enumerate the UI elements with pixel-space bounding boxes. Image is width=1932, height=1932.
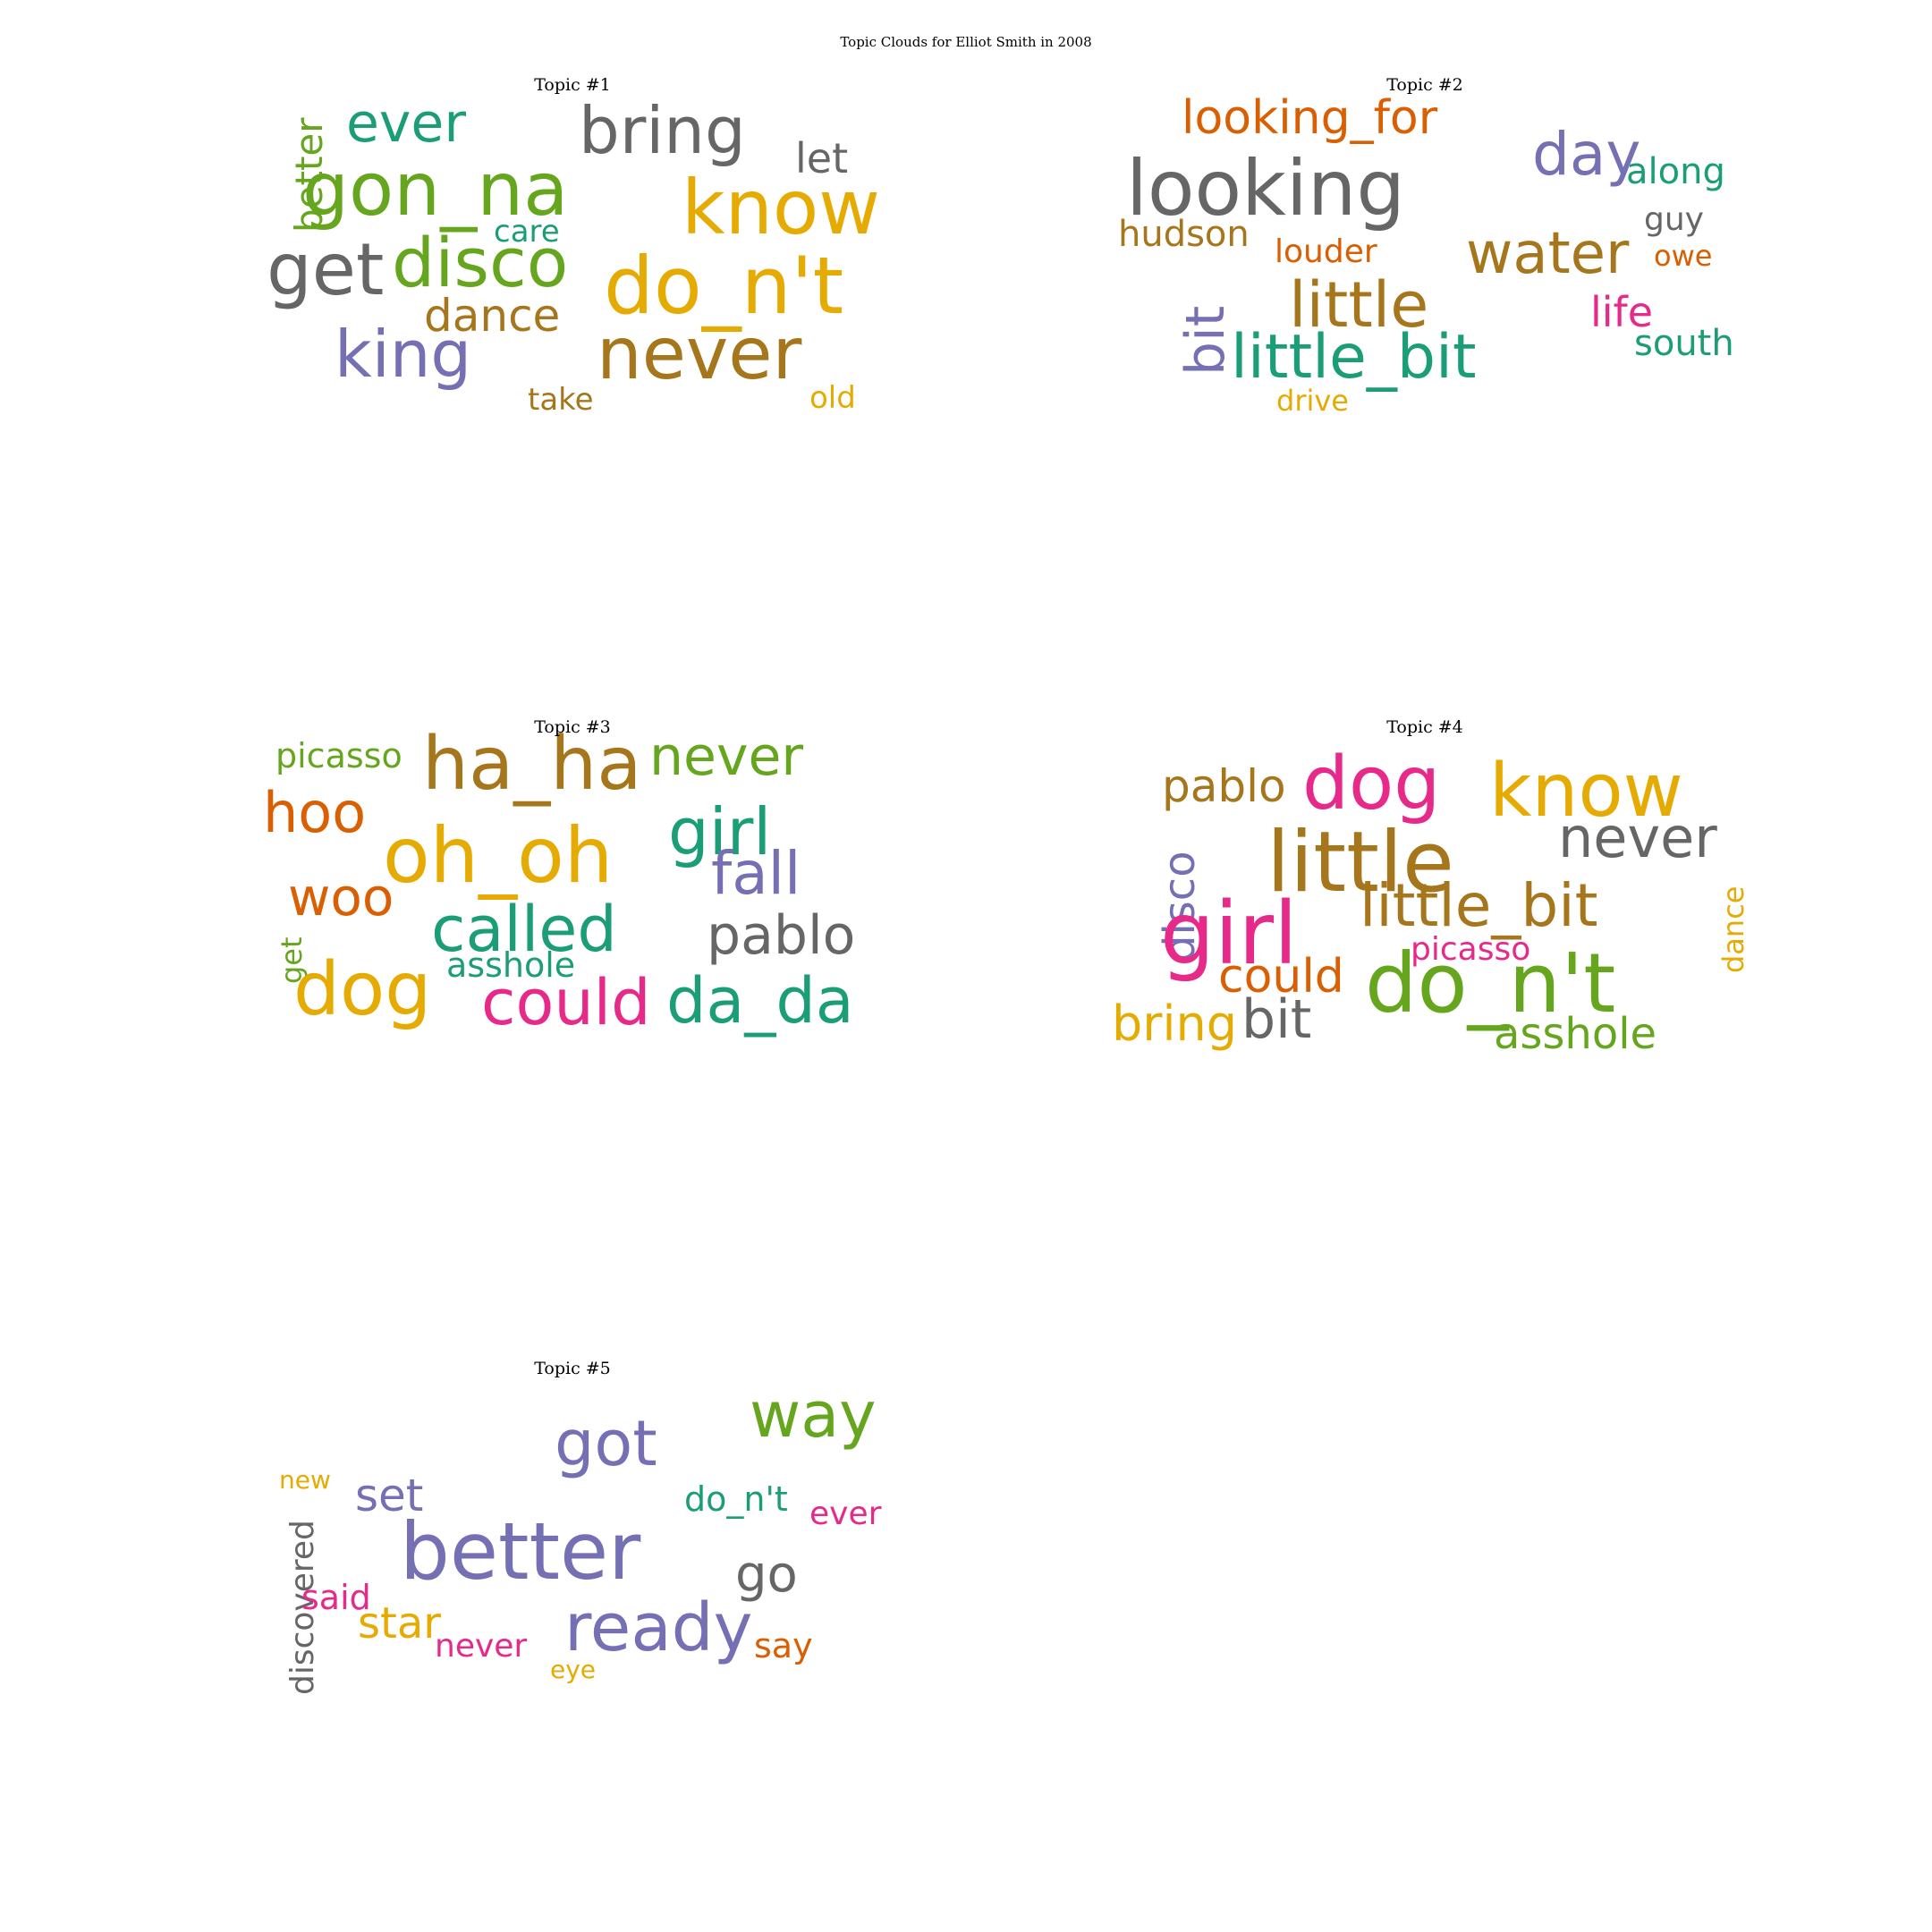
cloud-word: drive (1276, 384, 1349, 418)
cloud-word: little (1267, 814, 1454, 911)
cloud-word: water (1466, 221, 1630, 287)
word-cloud: way got new set do_n't ever discovered better go… (259, 1357, 886, 1715)
cloud-word: care (494, 214, 560, 250)
cloud-word: girl (668, 794, 772, 869)
cloud-word: set (355, 1470, 424, 1521)
cloud-word: let (795, 134, 849, 182)
cloud-word: dog (293, 947, 432, 1032)
cloud-word: hoo (263, 780, 367, 845)
cloud-word: little_bit (1231, 322, 1477, 393)
cloud-word: along (1626, 151, 1725, 192)
cloud-word: looking_for (1182, 91, 1438, 145)
cloud-word: dance (424, 290, 561, 342)
topic-title: Topic #4 (1386, 717, 1463, 737)
cloud-word: say (754, 1626, 813, 1665)
cloud-word: bring (1112, 996, 1237, 1052)
cloud-word: louder (1275, 233, 1377, 270)
cloud-word: woo (288, 867, 394, 928)
cloud-word: better (400, 1505, 641, 1597)
cloud-word: eye (550, 1655, 597, 1684)
cloud-word: bit (1174, 305, 1237, 376)
cloud-word: go (735, 1546, 798, 1604)
cloud-word: never (435, 1628, 528, 1665)
cloud-word: ready (564, 1589, 753, 1666)
cloud-word: day (1532, 120, 1641, 189)
cloud-word: asshole (446, 945, 576, 985)
word-cloud: ever bring better gon_na let know care get disco… (259, 73, 886, 431)
cloud-word: gon_na (302, 148, 569, 233)
cloud-word: know (1489, 749, 1683, 834)
topic-title: Topic #3 (534, 717, 611, 737)
cloud-word: little_bit (1360, 871, 1598, 940)
cloud-word: oh_oh (383, 811, 614, 901)
cloud-word: know (682, 164, 880, 251)
cloud-word: new (279, 1465, 331, 1495)
cloud-word: never (597, 312, 802, 395)
cloud-word: little (1289, 268, 1429, 342)
cloud-word: never (649, 725, 804, 788)
cloud-word: do_n't (604, 240, 844, 332)
cloud-word: fall (711, 839, 801, 908)
cloud-word: owe (1654, 239, 1713, 273)
cloud-word: bring (579, 93, 746, 168)
cloud-word: do_n't (1365, 936, 1616, 1031)
cloud-word: ever (346, 92, 467, 155)
word-cloud: picasso ha_ha never hoo girl oh_oh fall woo call… (259, 716, 886, 1073)
cloud-word: pablo (707, 904, 856, 967)
cloud-word: never (1558, 805, 1717, 870)
cloud-word: dog (1302, 741, 1441, 826)
cloud-word: ha_ha (422, 722, 642, 807)
cloud-word: girl (1160, 884, 1298, 984)
cloud-word: ever (809, 1496, 882, 1532)
figure-title: Topic Clouds for Elliot Smith in 2008 (840, 34, 1092, 50)
cloud-word: dance (1716, 886, 1750, 973)
topic-panel-4: Topic #4 pablo dog know disco little never gir… (1112, 716, 1750, 1073)
cloud-word: guy (1644, 201, 1704, 238)
cloud-word: get (267, 228, 385, 311)
cloud-word: da_da (666, 964, 854, 1038)
cloud-word: got (555, 1407, 657, 1480)
cloud-word: king (335, 317, 472, 392)
cloud-word: life (1590, 288, 1654, 336)
cloud-word: bit (1241, 988, 1312, 1051)
cloud-word: could (481, 966, 651, 1039)
cloud-word: picasso (275, 736, 402, 775)
topic-title: Topic #2 (1386, 75, 1463, 95)
cloud-word: said (301, 1578, 371, 1617)
cloud-word: called (431, 893, 617, 966)
word-cloud: pablo dog know disco little never girl little_b… (1112, 716, 1750, 1073)
cloud-word: pablo (1162, 760, 1286, 812)
cloud-word: looking (1126, 144, 1405, 233)
cloud-word: old (809, 380, 856, 416)
topic-title: Topic #5 (534, 1359, 611, 1378)
cloud-word: take (528, 382, 594, 418)
topic-title: Topic #1 (534, 75, 611, 95)
cloud-word: way (750, 1378, 877, 1452)
cloud-word: asshole (1494, 1009, 1657, 1059)
cloud-word: south (1634, 323, 1734, 364)
cloud-word: could (1218, 950, 1344, 1004)
cloud-word: star (358, 1598, 441, 1648)
topic-panel-1: Topic #1 ever bring better gon_na let know car… (259, 73, 886, 431)
cloud-word: picasso (1411, 931, 1531, 968)
cloud-word: disco (392, 223, 569, 302)
topic-panel-3: Topic #3 picasso ha_ha never hoo girl oh_oh fa… (259, 716, 886, 1073)
cloud-word: hudson (1118, 214, 1250, 255)
cloud-word: do_n't (684, 1479, 788, 1519)
topic-panel-5: Topic #5 way got new set do_n't ever discovere… (259, 1357, 886, 1715)
